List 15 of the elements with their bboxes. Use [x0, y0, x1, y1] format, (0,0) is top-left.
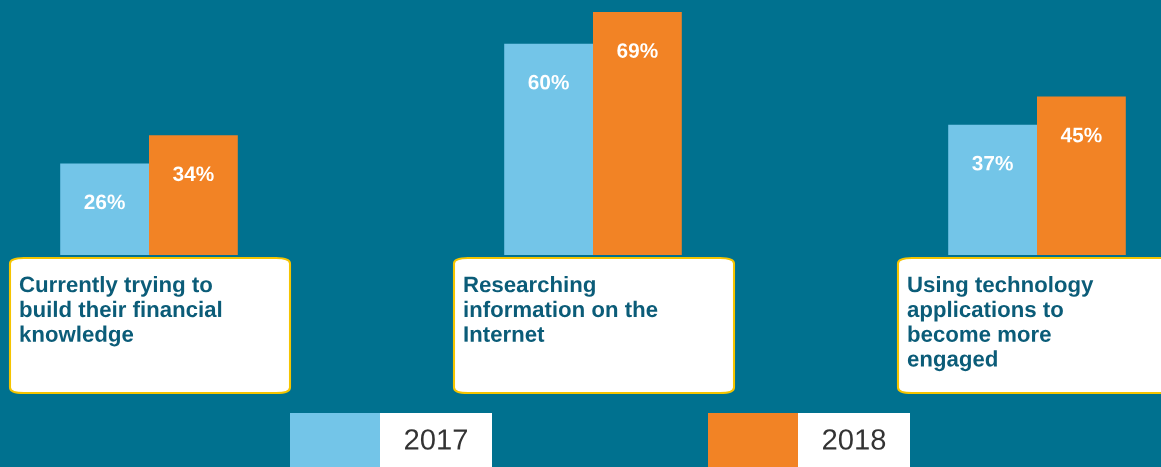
- data-label: 45%: [1060, 127, 1102, 143]
- bar: [60, 163, 149, 255]
- data-label: 34%: [173, 166, 214, 182]
- x-tick-label: Using technology applications to become more engaged: [907, 276, 1094, 372]
- legend-label: 2017: [405, 429, 467, 450]
- bar: [149, 135, 238, 255]
- legend-label: 2018: [823, 429, 886, 450]
- data-label: 37%: [972, 155, 1013, 171]
- x-tick-label: Currently trying to build their financial knowledge: [19, 276, 222, 347]
- data-label: 26%: [84, 194, 125, 210]
- data-label: 60%: [528, 74, 569, 90]
- bar: [593, 12, 682, 255]
- bar: [504, 43, 593, 255]
- data-label: 69%: [617, 43, 658, 58]
- x-tick-label: Researching information on the Internet: [464, 276, 658, 342]
